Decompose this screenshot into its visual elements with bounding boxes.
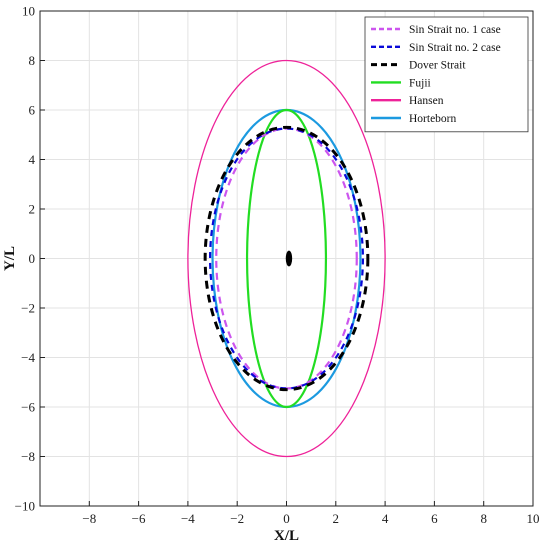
series-dover-strait	[203, 125, 370, 392]
x-tick-label: −4	[181, 511, 195, 526]
y-tick-label: −8	[21, 449, 35, 464]
y-tick-label: −10	[15, 499, 35, 514]
series-fujii	[245, 108, 328, 409]
legend: Sin Strait no. 1 case Sin Strait no. 2 ca…	[364, 16, 529, 133]
legend-label: Hansen	[409, 95, 444, 107]
legend-label: Dover Strait	[409, 60, 466, 72]
y-tick-label: −2	[21, 301, 35, 316]
axis-ticks: −8 −6 −4 −2 0 2 4 6 8 10 −10 −8 −6 −4 −2 0 2 4 6 8 10	[15, 4, 540, 527]
legend-label: Sin Strait no. 1 case	[409, 24, 501, 36]
y-tick-label: −6	[21, 400, 35, 415]
domain-curves	[187, 59, 386, 458]
x-tick-label: 8	[480, 511, 487, 526]
y-tick-label: 0	[29, 251, 36, 266]
ship-marker-layer	[285, 250, 293, 267]
series-hansen	[187, 59, 386, 458]
legend-label: Fujii	[409, 77, 431, 89]
x-tick-label: 10	[527, 511, 540, 526]
legend-label: Horteborn	[409, 113, 457, 125]
x-tick-label: 2	[333, 511, 340, 526]
y-tick-label: 10	[22, 4, 35, 19]
legend-box	[364, 16, 529, 133]
x-tick-label: −6	[132, 511, 146, 526]
y-tick-label: 2	[29, 202, 36, 217]
x-tick-label: −2	[230, 511, 244, 526]
x-tick-label: −8	[82, 511, 96, 526]
ship-marker	[285, 250, 293, 267]
x-axis-title: X/L	[274, 528, 299, 544]
x-tick-label: 0	[283, 511, 290, 526]
x-tick-label: 6	[431, 511, 438, 526]
y-tick-label: 6	[29, 103, 36, 118]
series-sin-strait-no-2-case	[208, 127, 365, 390]
legend-label: Sin Strait no. 2 case	[409, 42, 501, 54]
y-tick-label: −4	[21, 350, 35, 365]
y-tick-label: 8	[29, 53, 36, 68]
y-axis-title: Y/L	[2, 246, 18, 271]
y-tick-label: 4	[29, 152, 36, 167]
x-tick-label: 4	[382, 511, 389, 526]
